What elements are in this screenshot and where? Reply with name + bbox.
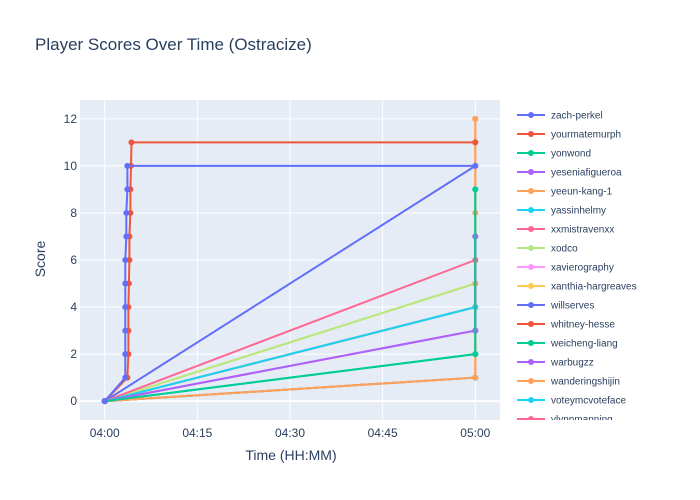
legend-item[interactable]: willserves — [517, 301, 594, 312]
legend-label: whitney-hesse — [550, 320, 615, 331]
legend-swatch-marker — [528, 321, 534, 327]
legend-swatch-marker — [528, 416, 534, 420]
legend-item[interactable]: xxmistravenxx — [517, 225, 614, 236]
legend-item[interactable]: yonwond — [517, 149, 591, 160]
legend-item[interactable]: vlynnmanning — [517, 415, 613, 426]
data-point — [122, 304, 129, 311]
legend-label: xavierography — [551, 263, 614, 274]
data-point — [472, 115, 479, 122]
series-line — [103, 164, 476, 402]
data-point — [122, 351, 129, 358]
data-point — [122, 280, 129, 287]
legend-label: yeseniafigueroa — [551, 168, 622, 179]
series-line — [104, 259, 476, 403]
x-tick-label: 04:15 — [182, 426, 212, 440]
legend-item[interactable]: zach-perkel — [517, 111, 603, 122]
series-zach-perkel — [101, 162, 479, 405]
legend-swatch-marker — [528, 226, 534, 232]
data-point — [472, 186, 479, 193]
legend-swatch-marker — [528, 378, 534, 384]
series-line — [104, 282, 476, 403]
series-group — [101, 115, 479, 405]
y-tick-labels: 0 2 4 6 8 10 12 — [64, 112, 78, 408]
data-point — [124, 162, 131, 169]
legend-label: vlynnmanning — [551, 415, 613, 426]
data-point — [472, 139, 479, 146]
legend-swatch-marker — [528, 112, 534, 118]
data-point — [126, 257, 133, 263]
x-tick-label: 04:45 — [368, 426, 398, 440]
data-point — [122, 327, 129, 334]
legend-item[interactable]: voteymcvoteface — [517, 396, 626, 407]
legend-item[interactable]: yassinhelmy — [517, 206, 606, 217]
y-tick-label: 2 — [70, 347, 77, 361]
legend-label: wanderingshijin — [550, 377, 620, 388]
data-point — [472, 351, 479, 358]
legend-swatch-marker — [528, 150, 534, 156]
legend-item[interactable]: whitney-hesse — [517, 320, 615, 331]
data-point — [122, 257, 129, 263]
y-tick-label: 4 — [70, 300, 77, 314]
legend-label: yassinhelmy — [551, 206, 606, 217]
legend-item[interactable]: xanthia-hargreaves — [517, 282, 637, 293]
chart-title: Player Scores Over Time (Ostracize) — [35, 35, 312, 54]
legend-swatch-marker — [528, 302, 534, 308]
legend-swatch-marker — [528, 283, 534, 289]
data-point — [124, 186, 131, 193]
legend-swatch-marker — [528, 169, 534, 175]
legend-swatch-marker — [528, 207, 534, 213]
legend-item[interactable]: warbugzz — [517, 358, 594, 369]
y-axis-title: Score — [32, 241, 48, 278]
y-tick-label: 10 — [64, 159, 78, 173]
legend-item[interactable]: xodco — [517, 244, 578, 255]
x-axis-title: Time (HH:MM) — [245, 447, 336, 463]
legend-label: yonwond — [551, 149, 591, 160]
y-tick-label: 0 — [70, 394, 77, 408]
legend-label: willserves — [550, 301, 594, 312]
legend-item[interactable]: yourmatemurph — [517, 130, 621, 141]
legend-label: zach-perkel — [551, 111, 603, 122]
series-line — [104, 306, 476, 403]
y-tick-label: 8 — [70, 206, 77, 220]
data-point — [122, 374, 129, 381]
legend-swatch-marker — [528, 188, 534, 194]
legend-label: warbugzz — [550, 358, 594, 369]
data-point — [128, 139, 135, 146]
legend-swatch-marker — [528, 264, 534, 270]
legend-item[interactable]: weicheng-liang — [517, 339, 618, 350]
data-point — [123, 209, 130, 216]
series-line — [104, 165, 476, 403]
legend-label: xodco — [551, 244, 578, 255]
x-tick-label: 05:00 — [460, 426, 490, 440]
x-tick-label: 04:00 — [90, 426, 120, 440]
data-point — [101, 398, 108, 405]
legend-swatch-marker — [528, 245, 534, 251]
legend-label: yeeun-kang-1 — [551, 187, 613, 198]
legend-item[interactable]: xavierography — [517, 263, 614, 274]
legend[interactable]: zach-perkel yourmatemurph yonwond yeseniafi… — [517, 111, 637, 426]
data-point — [472, 162, 479, 169]
legend-label: xxmistravenxx — [551, 225, 614, 236]
x-tick-labels: 04:00 04:15 04:30 04:45 05:00 — [90, 426, 491, 440]
legend-swatch-marker — [528, 397, 534, 403]
legend-swatch-marker — [528, 131, 534, 137]
legend-item[interactable]: wanderingshijin — [517, 377, 620, 388]
legend-label: xanthia-hargreaves — [551, 282, 637, 293]
y-tick-label: 12 — [64, 112, 78, 126]
legend-item[interactable]: yeeun-kang-1 — [517, 187, 613, 198]
legend-label: yourmatemurph — [551, 130, 621, 141]
legend-label: weicheng-liang — [550, 339, 618, 350]
y-tick-label: 6 — [70, 253, 77, 267]
legend-swatch-marker — [528, 340, 534, 346]
legend-item[interactable]: yeseniafigueroa — [517, 168, 622, 179]
legend-swatch-marker — [528, 359, 534, 365]
legend-label: voteymcvoteface — [551, 396, 626, 407]
data-point — [123, 233, 130, 240]
x-tick-label: 04:30 — [275, 426, 305, 440]
data-point — [472, 374, 479, 381]
data-point — [127, 209, 134, 216]
